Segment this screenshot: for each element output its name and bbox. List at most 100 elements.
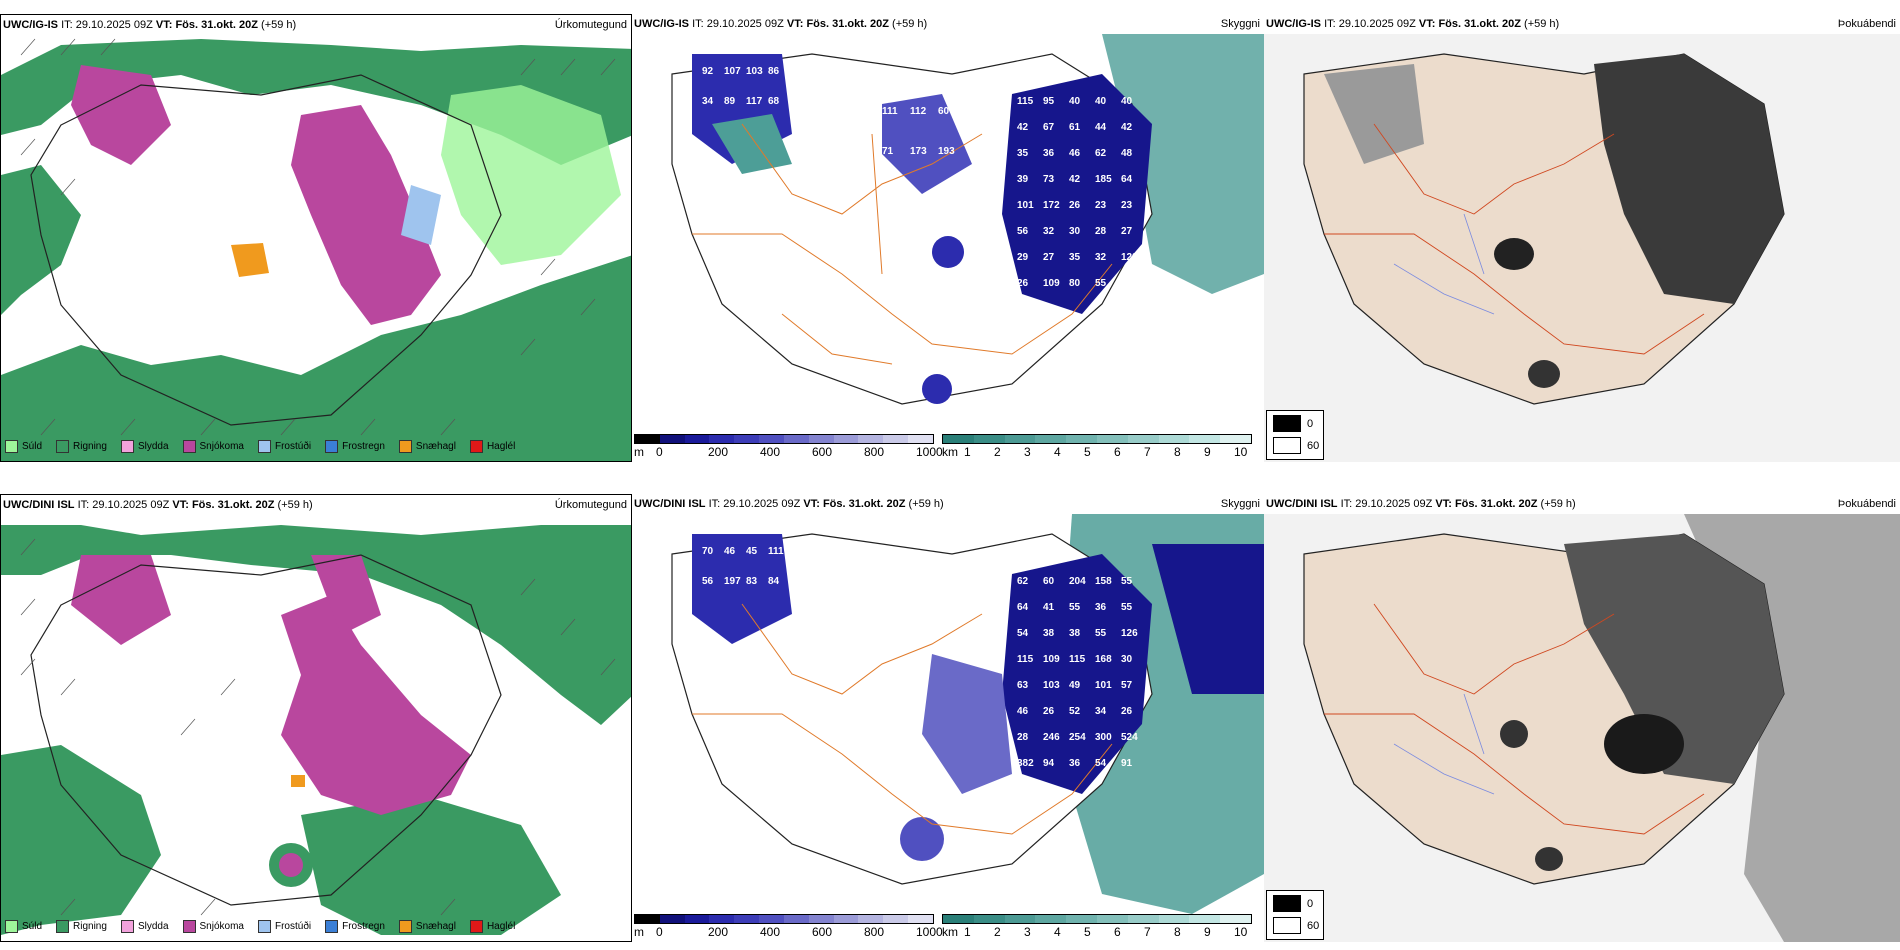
legend-swatch [5, 440, 18, 453]
cloud-base-label: 64 [1121, 174, 1133, 185]
cloud-base-label: 30 [1121, 654, 1133, 665]
precip-map [1, 35, 631, 461]
colorbar-tick: 5 [1084, 445, 1091, 459]
cloud-base-label: 158 [1095, 576, 1112, 587]
colorbar-segment [1096, 915, 1128, 923]
cloud-base-label: 55 [1095, 628, 1107, 639]
colorbar-tick: 800 [864, 925, 885, 939]
colorbar-tick: 8 [1174, 925, 1181, 939]
colorbar-segment [1158, 915, 1190, 923]
precip-legend: Súld Rigning Slydda Snjókoma Frostúði Frostre… [5, 440, 515, 453]
cloud-base-label: 109 [1043, 654, 1060, 665]
colorbar-tick: 3 [1024, 925, 1031, 939]
legend-swatch [56, 440, 70, 453]
legend-swatch [469, 440, 483, 453]
fog-legend-bottom: 0 60 [1266, 890, 1324, 940]
colorbar-segment [635, 915, 660, 923]
colorbar-unit: m [634, 925, 644, 939]
colorbar-segment [833, 915, 859, 923]
colorbar-tick: 600 [812, 925, 833, 939]
colorbar-segment [943, 435, 974, 443]
legend-item: Frostregn [325, 920, 385, 933]
legend-label: Frostregn [342, 921, 385, 932]
legend-label: Snæhagl [415, 441, 456, 452]
cloud-base-label: 54 [1017, 628, 1029, 639]
legend-swatch [257, 440, 271, 453]
legend-item: Súld [5, 440, 42, 453]
colorbar-tick: 200 [708, 925, 729, 939]
fog-legend-top: 0 60 [1266, 410, 1324, 460]
precip-panel-bottom: UWC/DINI ISL IT: 29.10.2025 09Z VT: Fös.… [0, 494, 632, 942]
legend-item: Frostregn [325, 440, 385, 453]
colorbar-segment [635, 435, 660, 443]
cloud-base-label: 48 [1121, 148, 1133, 159]
cloud-base-label: 29 [1017, 252, 1029, 263]
cloud-base-label: 55 [1069, 602, 1081, 613]
legend-label: Rigning [73, 921, 107, 932]
colorbar-segment [659, 435, 685, 443]
cloud-base-label: 109 [1043, 278, 1060, 289]
cloud-base-label: 101 [1017, 200, 1034, 211]
cloud-base-label: 35 [1017, 148, 1029, 159]
cloud-base-label: 56 [938, 626, 950, 637]
cloud-base-label: 60 [1043, 576, 1055, 587]
legend-swatch [182, 440, 196, 453]
cloud-base-label: 36 [1043, 148, 1055, 159]
legend-label: Slydda [137, 921, 169, 932]
colorbar-tick: 10 [1234, 925, 1248, 939]
colorbar-tick: 7 [1144, 925, 1151, 939]
colorbar-tick: 4 [1054, 445, 1061, 459]
colorbar-segment [709, 435, 735, 443]
cloud-base-label: 246 [1043, 732, 1060, 743]
cloud-base-label: 23 [1095, 200, 1107, 211]
cloud-base-label: 23 [1121, 200, 1133, 211]
fog-map [1264, 514, 1900, 942]
cloud-base-label: 64 [1017, 602, 1029, 613]
colorbar-tick: 6 [1114, 925, 1121, 939]
legend-item: Snjókoma [182, 920, 244, 933]
cloud-base-label: 115 [1017, 96, 1034, 107]
colorbar-segment [858, 435, 884, 443]
cloud-base-label: 26 [1121, 706, 1133, 717]
panel-title: Þokuábendi [1837, 18, 1896, 30]
cloud-base-label: 84 [768, 576, 780, 587]
cloud-base-label: 55 [1121, 576, 1133, 587]
colorbar-tick: 0 [656, 925, 663, 939]
panel-title: Þokuábendi [1837, 498, 1896, 510]
cloud-base-label: 62 [1095, 148, 1107, 159]
precip-legend: Súld Rigning Slydda Snjókoma Frostúði Frostre… [5, 920, 515, 933]
cloud-base-label: 46 [1069, 148, 1081, 159]
legend-swatch [120, 440, 134, 453]
panel-header: UWC/IG-IS IT: 29.10.2025 09Z VT: Fös. 31… [1266, 18, 1560, 30]
cloud-base-label: 117 [746, 96, 763, 107]
panel-header: UWC/IG-IS IT: 29.10.2025 09Z VT: Fös. 31… [3, 19, 297, 31]
cloud-base-label: 38 [1043, 628, 1055, 639]
legend-item: Frostúði [257, 920, 311, 933]
colorbar-tick: 9 [1204, 445, 1211, 459]
colorbar-tick: 800 [864, 445, 885, 459]
cloud-base-label: 70 [702, 546, 714, 557]
colorbar-segment [1127, 435, 1159, 443]
colorbar-segment [734, 435, 760, 443]
legend-label: Snjókoma [199, 441, 244, 452]
legend-swatch [398, 920, 412, 933]
cloud-base-label: 107 [938, 586, 955, 597]
cloud-base-label: 32 [1043, 226, 1055, 237]
legend-label: Haglél [486, 441, 516, 452]
legend-item: Snjókoma [182, 440, 244, 453]
panel-title: Skyggni [1220, 18, 1260, 30]
legend-label: Rigning [73, 441, 107, 452]
legend-swatch [325, 920, 339, 933]
legend-item: Frostúði [257, 440, 311, 453]
cloud-base-label: 42 [1017, 122, 1029, 133]
colorbar-segment [973, 915, 1005, 923]
colorbar-segment [1035, 435, 1067, 443]
cloud-base-label: 107 [724, 66, 741, 77]
cloud-base-label: 55 [1017, 784, 1029, 795]
cloud-base-label: 40 [1069, 96, 1081, 107]
cloud-base-label: 128 [1121, 252, 1138, 263]
height-colorbar: m 0 200 400 600 800 1000 [634, 434, 943, 460]
cloud-base-label: 103 [746, 66, 763, 77]
cloud-labels: 70 46 45 111 56 197 83 84 39 45 107 197 65 56 62 60 204 1… [702, 546, 1138, 795]
colorbar-tick: 7 [1144, 445, 1151, 459]
